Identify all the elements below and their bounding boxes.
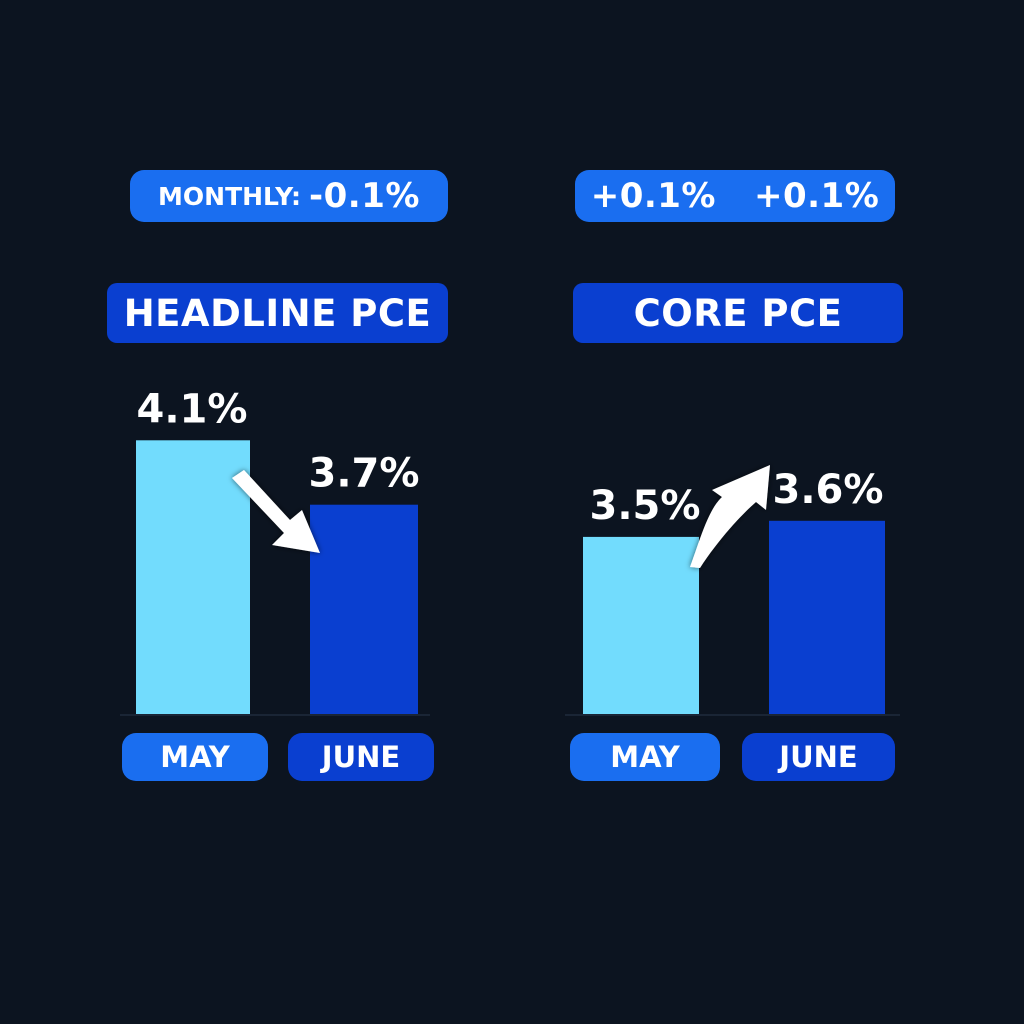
monthly-core-value-a: +0.1%	[590, 176, 716, 216]
category-headline-june: JUNE	[288, 733, 434, 781]
arrow-up-icon	[690, 465, 770, 568]
bar-headline-june	[310, 504, 418, 714]
value-label-core-may: 3.5%	[590, 483, 701, 529]
category-core-may: MAY	[570, 733, 720, 781]
bar-headline-may	[136, 440, 250, 714]
value-label-headline-may: 4.1%	[137, 386, 248, 432]
bar-core-june	[769, 520, 885, 714]
value-label-core-june: 3.6%	[773, 467, 884, 513]
monthly-change-badge-headline: MONTHLY: -0.1%	[130, 170, 448, 222]
category-headline-may: MAY	[122, 733, 268, 781]
monthly-headline-value: -0.1%	[309, 176, 420, 216]
monthly-label: MONTHLY:	[158, 181, 302, 211]
bar-core-may	[583, 536, 699, 714]
arrow-down-icon	[232, 470, 320, 553]
chart-title-headline: HEADLINE PCE	[107, 283, 448, 343]
chart-title-core: CORE PCE	[573, 283, 903, 343]
value-label-headline-june: 3.7%	[309, 451, 420, 497]
monthly-core-value-b: +0.1%	[754, 176, 880, 216]
category-core-june: JUNE	[742, 733, 895, 781]
monthly-change-badge-core: +0.1% +0.1%	[575, 170, 895, 222]
